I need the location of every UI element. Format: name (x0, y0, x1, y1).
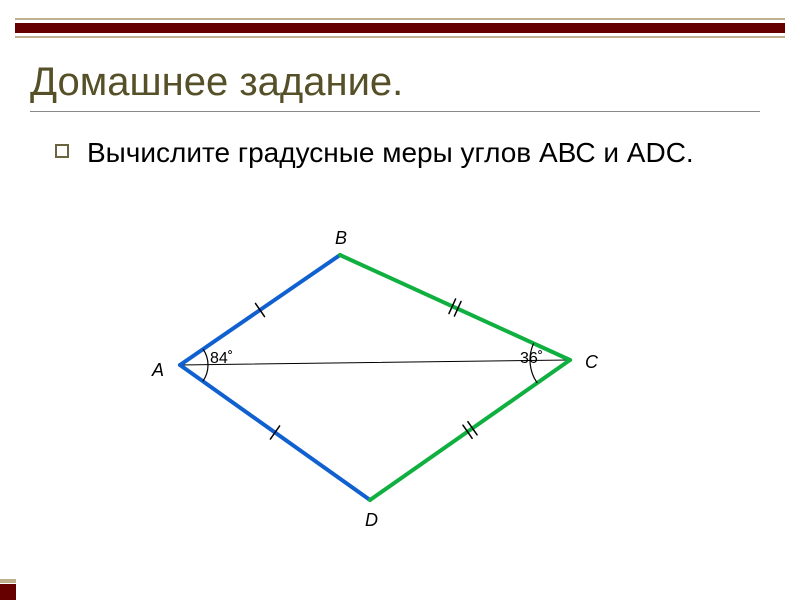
bullet-row: Вычислите градусные меры углов АВС и АDС… (55, 135, 760, 170)
title-underline (30, 111, 760, 112)
angle-label: 36˚ (520, 350, 543, 368)
vertex-label: B (335, 228, 347, 249)
band-main (15, 23, 785, 33)
problem-text: Вычислите градусные меры углов АВС и АDС… (87, 135, 694, 170)
corner-decoration-icon (0, 584, 16, 600)
angle-label: 84˚ (210, 350, 233, 368)
vertex-label: A (152, 360, 164, 381)
vertex-label: C (585, 352, 598, 373)
diagram-svg (140, 210, 660, 540)
geometry-diagram: A B C D 84˚ 36˚ (140, 210, 660, 540)
header-band (15, 18, 785, 38)
title-block: Домашнее задание. (30, 60, 760, 112)
page-title: Домашнее задание. (30, 60, 760, 111)
vertex-label: D (365, 510, 378, 531)
bullet-square-icon (55, 144, 69, 158)
body-block: Вычислите градусные меры углов АВС и АDС… (55, 135, 760, 170)
band-line (15, 36, 785, 38)
